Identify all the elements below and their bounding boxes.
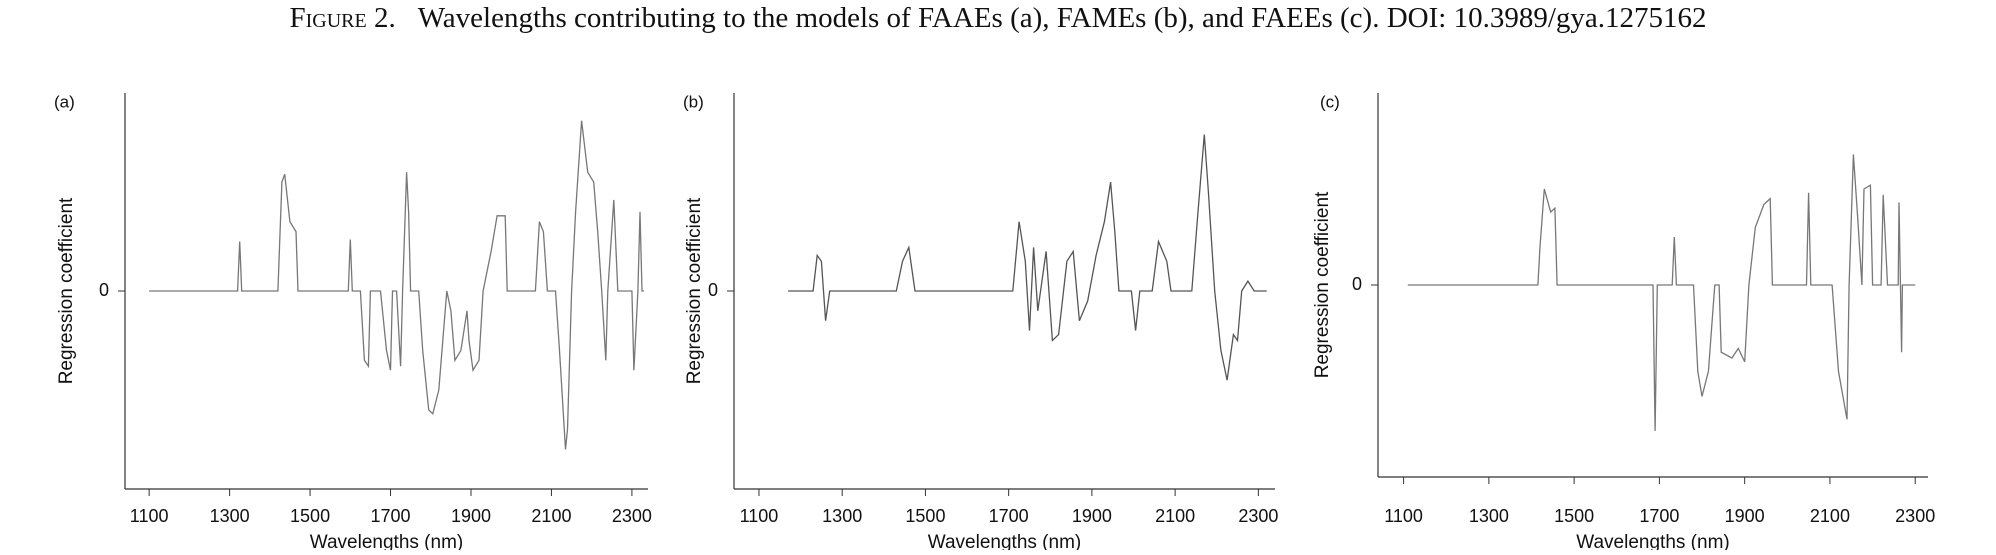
x-tick-label: 2100 <box>531 506 571 526</box>
x-tick-label: 2100 <box>1810 506 1850 526</box>
x-tick-label: 2300 <box>1895 506 1935 526</box>
x-axis-label: Wavelengths (nm) <box>928 532 1081 550</box>
x-tick-label: 1100 <box>130 506 169 526</box>
x-tick-label: 1700 <box>989 506 1029 526</box>
panel-label: (c) <box>1320 92 1340 111</box>
x-tick-label: 1500 <box>290 506 330 526</box>
x-axis-label: Wavelengths (nm) <box>310 532 463 550</box>
caption: Figure 2. Wavelengths contributing to the… <box>289 2 1706 34</box>
x-tick-label: 1700 <box>370 506 410 526</box>
x-tick-label: 1500 <box>905 506 945 526</box>
x-tick-label: 1300 <box>210 506 250 526</box>
data-line <box>149 120 644 450</box>
panel-label: (b) <box>683 92 704 111</box>
panel-label: (a) <box>54 92 75 111</box>
caption-text: Wavelengths contributing to the models o… <box>418 2 1707 34</box>
x-axis-label: Wavelengths (nm) <box>1576 532 1729 550</box>
y-tick-label: 0 <box>99 280 109 300</box>
y-axis-label: Regression coefficient <box>56 197 77 384</box>
x-tick-label: 1900 <box>1072 506 1112 526</box>
y-tick-label: 0 <box>708 280 718 300</box>
x-tick-label: 1500 <box>1554 506 1594 526</box>
panel: (a) Regression coefficient Wavelengths (nm… <box>54 92 652 553</box>
y-axis-label: Regression coefficient <box>1312 191 1333 378</box>
x-tick-label: 1300 <box>822 506 862 526</box>
x-tick-label: 1700 <box>1639 506 1679 526</box>
x-tick-label: 2300 <box>1238 506 1278 526</box>
caption-label: Figure 2. <box>289 2 395 34</box>
x-tick-label: 1100 <box>740 506 779 526</box>
x-tick-label: 1300 <box>1469 506 1509 526</box>
x-tick-label: 1900 <box>451 506 491 526</box>
y-tick-label: 0 <box>1352 274 1362 294</box>
x-tick-label: 2300 <box>612 506 652 526</box>
panel: (c) Regression coefficient Wavelengths (nm… <box>1312 92 1935 553</box>
x-tick-label: 1900 <box>1725 506 1765 526</box>
data-line <box>788 134 1267 381</box>
y-axis-label: Regression coefficient <box>684 197 705 384</box>
x-tick-label: 1100 <box>1384 506 1423 526</box>
panel: (b) Regression coefficient Wavelengths (nm… <box>683 92 1278 553</box>
data-line <box>1407 154 1916 431</box>
x-tick-label: 2100 <box>1155 506 1195 526</box>
